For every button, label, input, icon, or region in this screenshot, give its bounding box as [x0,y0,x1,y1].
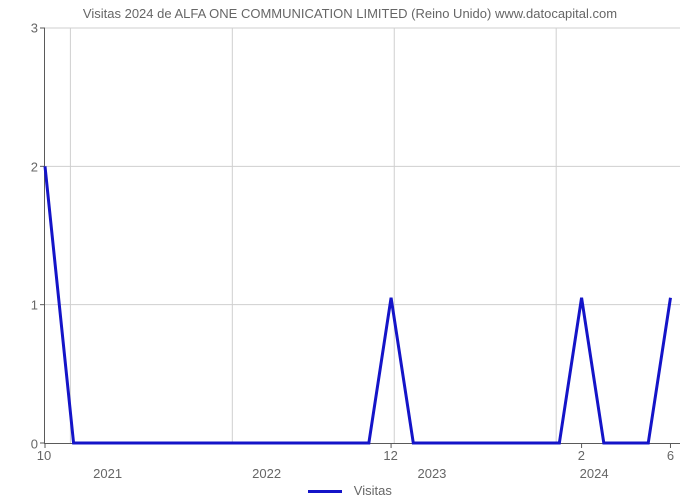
x-subtick-label: 2 [578,448,585,463]
x-year-label: 2021 [93,466,122,481]
chart-title: Visitas 2024 de ALFA ONE COMMUNICATION L… [0,6,700,21]
plot-svg [45,28,680,443]
y-tick-label: 0 [8,437,38,452]
x-subtick-label: 12 [383,448,397,463]
x-year-label: 2023 [417,466,446,481]
y-tick-label: 1 [8,298,38,313]
x-year-label: 2024 [580,466,609,481]
plot-area [44,28,680,444]
visits-line-chart: Visitas 2024 de ALFA ONE COMMUNICATION L… [0,0,700,500]
y-tick-label: 2 [8,159,38,174]
chart-legend: Visitas [0,483,700,498]
x-year-label: 2022 [252,466,281,481]
y-tick-label: 3 [8,21,38,36]
legend-label: Visitas [354,483,392,498]
x-subtick-label: 6 [667,448,674,463]
legend-swatch [308,490,342,493]
x-subtick-label: 10 [37,448,51,463]
